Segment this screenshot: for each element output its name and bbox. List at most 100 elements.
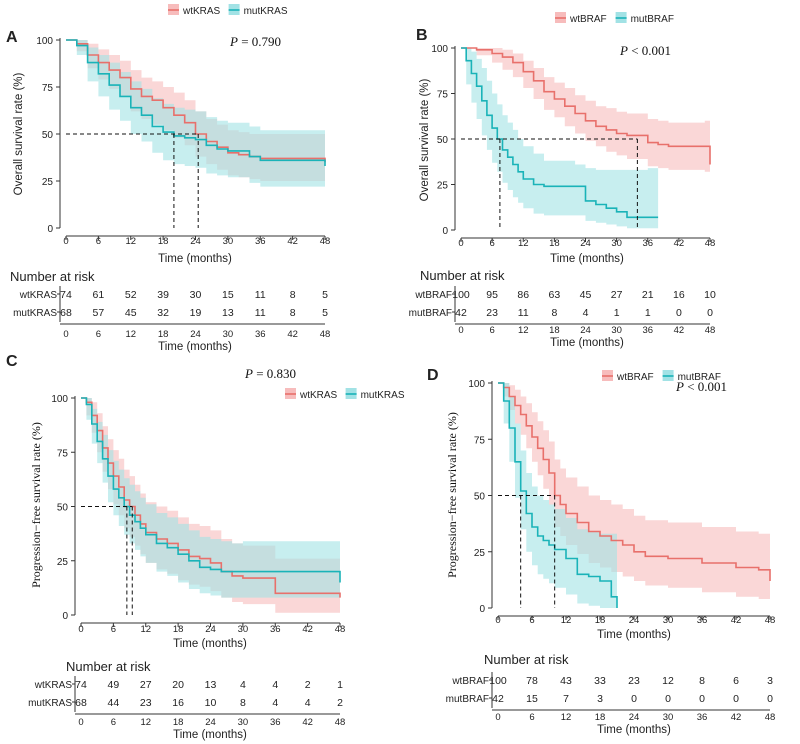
risk-row-label: wtKRAS <box>19 290 58 301</box>
risk-value: 23 <box>628 675 640 687</box>
x-axis-title: Time (months) <box>173 638 247 650</box>
y-tick-label: 75 <box>57 448 69 459</box>
risk-x-tick-label: 0 <box>78 717 83 728</box>
risk-x-tick-label: 42 <box>674 325 685 336</box>
ci-band-mutKRAS <box>81 398 340 609</box>
risk-value: 100 <box>489 675 507 687</box>
y-tick-label: 50 <box>474 492 486 503</box>
y-tick-label: 75 <box>42 83 54 94</box>
y-tick-label: 100 <box>468 379 485 390</box>
x-tick-label: 30 <box>611 238 622 249</box>
risk-value: 21 <box>642 289 654 301</box>
risk-value: 5 <box>322 289 328 301</box>
legend-label: mutBRAF <box>631 14 674 25</box>
risk-value: 8 <box>290 307 296 319</box>
risk-value: 63 <box>549 289 561 301</box>
risk-value: 20 <box>172 679 184 691</box>
p-number: < 0.001 <box>684 379 727 394</box>
risk-x-axis-title: Time (months) <box>550 337 624 349</box>
risk-x-tick-label: 0 <box>63 329 68 340</box>
legend-label: mutBRAF <box>678 372 721 383</box>
risk-value: 5 <box>322 307 328 319</box>
risk-value: 45 <box>125 307 137 319</box>
risk-value: 42 <box>455 307 467 319</box>
risk-value: 10 <box>205 697 217 709</box>
x-tick-label: 18 <box>158 236 169 247</box>
risk-x-tick-label: 18 <box>158 329 169 340</box>
risk-value: 74 <box>60 289 72 301</box>
legend: wtBRAF mutBRAF <box>555 12 674 25</box>
x-tick-label: 36 <box>642 238 653 249</box>
risk-value: 6 <box>733 675 739 687</box>
risk-x-tick-label: 30 <box>238 717 249 728</box>
risk-x-axis-title: Time (months) <box>158 341 232 353</box>
x-tick-label: 36 <box>697 615 708 626</box>
risk-x-tick-label: 24 <box>205 717 216 728</box>
x-tick-label: 36 <box>270 624 281 635</box>
ci-band-wtBRAF <box>498 383 770 606</box>
risk-value: 13 <box>205 679 217 691</box>
risk-x-tick-label: 24 <box>629 712 640 723</box>
x-tick-label: 0 <box>63 236 68 247</box>
risk-value: 61 <box>93 289 105 301</box>
risk-value: 4 <box>583 307 589 319</box>
survival-curve-wtBRAF <box>461 47 711 165</box>
risk-value: 19 <box>190 307 202 319</box>
risk-value: 8 <box>290 289 296 301</box>
legend-label: mutKRAS <box>244 6 288 17</box>
x-tick-label: 48 <box>320 236 331 247</box>
risk-value: 42 <box>492 693 504 705</box>
risk-value: 4 <box>240 679 246 691</box>
x-tick-label: 48 <box>705 238 716 249</box>
x-tick-label: 48 <box>335 624 346 635</box>
risk-value: 4 <box>305 697 311 709</box>
risk-value: 0 <box>676 307 682 319</box>
risk-x-tick-label: 48 <box>765 712 776 723</box>
x-tick-label: 18 <box>173 624 184 635</box>
risk-row-label: wtBRAF <box>451 676 489 687</box>
risk-x-tick-label: 0 <box>495 712 500 723</box>
risk-value: 68 <box>60 307 72 319</box>
x-tick-label: 24 <box>629 615 640 626</box>
x-tick-label: 6 <box>529 615 534 626</box>
risk-value: 0 <box>767 693 773 705</box>
y-tick-label: 50 <box>42 130 54 141</box>
y-tick-label: 0 <box>442 226 448 237</box>
x-tick-label: 0 <box>78 624 83 635</box>
risk-value: 2 <box>305 679 311 691</box>
p-symbol: P <box>619 43 628 58</box>
risk-x-tick-label: 6 <box>529 712 534 723</box>
risk-x-tick-label: 18 <box>595 712 606 723</box>
x-tick-label: 24 <box>205 624 216 635</box>
panel-letter: C <box>6 353 18 370</box>
risk-x-tick-label: 30 <box>663 712 674 723</box>
risk-x-tick-label: 36 <box>697 712 708 723</box>
y-tick-label: 25 <box>42 177 54 188</box>
risk-x-tick-label: 36 <box>270 717 281 728</box>
x-tick-label: 42 <box>731 615 742 626</box>
risk-value: 12 <box>662 675 674 687</box>
legend-label: wtKRAS <box>299 390 338 401</box>
risk-value: 15 <box>222 289 234 301</box>
risk-value: 2 <box>337 697 343 709</box>
risk-value: 0 <box>631 693 637 705</box>
risk-value: 27 <box>140 679 152 691</box>
risk-value: 4 <box>272 697 278 709</box>
risk-value: 23 <box>486 307 498 319</box>
risk-x-tick-label: 42 <box>302 717 313 728</box>
risk-value: 68 <box>75 697 87 709</box>
x-tick-label: 42 <box>287 236 298 247</box>
risk-value: 23 <box>140 697 152 709</box>
risk-x-tick-label: 24 <box>580 325 591 336</box>
p-value: P = 0.830 <box>244 366 296 381</box>
risk-row-label: mutKRAS <box>28 698 72 709</box>
x-tick-label: 30 <box>663 615 674 626</box>
risk-row-label: wtKRAS <box>34 680 73 691</box>
x-tick-label: 6 <box>96 236 101 247</box>
risk-value: 0 <box>707 307 713 319</box>
risk-row-label: mutBRAF <box>446 694 489 705</box>
risk-value: 8 <box>551 307 557 319</box>
